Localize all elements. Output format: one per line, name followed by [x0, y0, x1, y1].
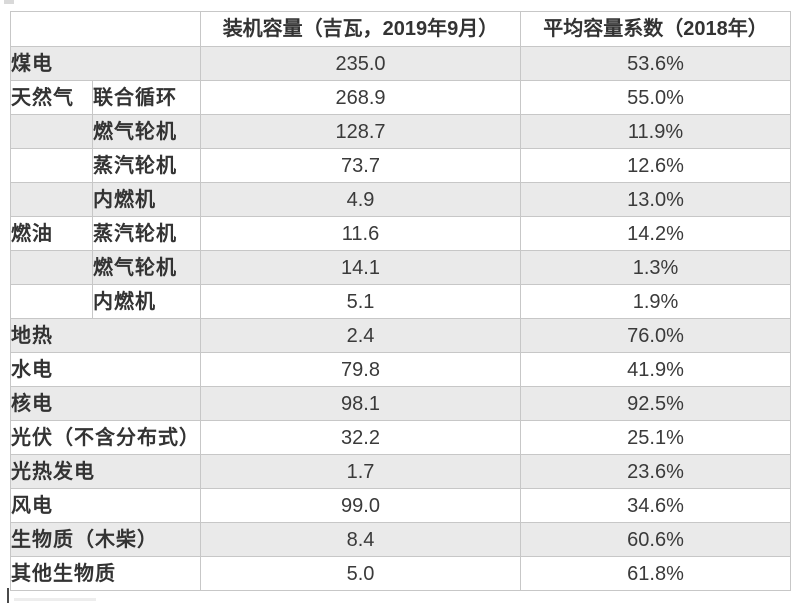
table-row: 其他生物质 5.0 61.8% [10, 556, 791, 591]
factor-value: 53.6% [520, 46, 791, 81]
factor-value: 13.0% [520, 182, 791, 217]
table-row: 天然气 联合循环 268.9 55.0% [10, 80, 791, 115]
factor-value: 41.9% [520, 352, 791, 387]
table-row: 风电 99.0 34.6% [10, 488, 791, 523]
row-label [10, 250, 93, 285]
table-row: 光伏（不含分布式） 32.2 25.1% [10, 420, 791, 455]
table-row: 光热发电 1.7 23.6% [10, 454, 791, 489]
factor-value: 61.8% [520, 556, 791, 591]
row-label: 地热 [10, 318, 201, 353]
table-row: 生物质（木柴） 8.4 60.6% [10, 522, 791, 557]
header-factor: 平均容量系数（2018年） [520, 11, 791, 47]
table-row: 煤电 235.0 53.6% [10, 46, 791, 81]
table-row: 蒸汽轮机 73.7 12.6% [10, 148, 791, 183]
row-sublabel: 内燃机 [92, 284, 201, 319]
factor-value: 23.6% [520, 454, 791, 489]
factor-value: 11.9% [520, 114, 791, 149]
row-label: 水电 [10, 352, 201, 387]
capacity-value: 1.7 [200, 454, 521, 489]
capacity-value: 99.0 [200, 488, 521, 523]
row-label: 生物质（木柴） [10, 522, 201, 557]
table-row: 燃气轮机 128.7 11.9% [10, 114, 791, 149]
header-capacity: 装机容量（吉瓦，2019年9月） [200, 11, 521, 47]
capacity-value: 5.0 [200, 556, 521, 591]
capacity-value: 8.4 [200, 522, 521, 557]
row-sublabel: 蒸汽轮机 [92, 148, 201, 183]
corner-artifact [4, 0, 14, 4]
capacity-value: 235.0 [200, 46, 521, 81]
row-sublabel: 燃气轮机 [92, 114, 201, 149]
capacity-value: 98.1 [200, 386, 521, 421]
factor-value: 1.9% [520, 284, 791, 319]
header-row: 装机容量（吉瓦，2019年9月） 平均容量系数（2018年） [10, 11, 791, 47]
row-sublabel: 联合循环 [92, 80, 201, 115]
factor-value: 34.6% [520, 488, 791, 523]
table-row: 内燃机 5.1 1.9% [10, 284, 791, 319]
capacity-value: 128.7 [200, 114, 521, 149]
header-blank-cell [10, 11, 201, 47]
row-label [10, 114, 93, 149]
row-label [10, 284, 93, 319]
row-label [10, 182, 93, 217]
row-label [10, 148, 93, 183]
row-label: 光热发电 [10, 454, 201, 489]
capacity-value: 79.8 [200, 352, 521, 387]
row-sublabel: 燃气轮机 [92, 250, 201, 285]
capacity-table: 装机容量（吉瓦，2019年9月） 平均容量系数（2018年） 煤电 235.0 … [10, 11, 791, 591]
row-label: 天然气 [10, 80, 93, 115]
capacity-value: 268.9 [200, 80, 521, 115]
capacity-value: 11.6 [200, 216, 521, 251]
table-row: 内燃机 4.9 13.0% [10, 182, 791, 217]
factor-value: 92.5% [520, 386, 791, 421]
capacity-value: 14.1 [200, 250, 521, 285]
factor-value: 76.0% [520, 318, 791, 353]
row-sublabel: 内燃机 [92, 182, 201, 217]
capacity-value: 5.1 [200, 284, 521, 319]
factor-value: 25.1% [520, 420, 791, 455]
row-label: 煤电 [10, 46, 201, 81]
factor-value: 55.0% [520, 80, 791, 115]
row-label: 风电 [10, 488, 201, 523]
row-label: 其他生物质 [10, 556, 201, 591]
row-label: 燃油 [10, 216, 93, 251]
factor-value: 14.2% [520, 216, 791, 251]
row-sublabel: 蒸汽轮机 [92, 216, 201, 251]
capacity-value: 32.2 [200, 420, 521, 455]
capacity-value: 73.7 [200, 148, 521, 183]
capacity-value: 2.4 [200, 318, 521, 353]
factor-value: 1.3% [520, 250, 791, 285]
table-row: 燃气轮机 14.1 1.3% [10, 250, 791, 285]
row-label: 核电 [10, 386, 201, 421]
factor-value: 60.6% [520, 522, 791, 557]
bottom-smudge-artifact [14, 598, 96, 601]
table-row: 地热 2.4 76.0% [10, 318, 791, 353]
table-row: 核电 98.1 92.5% [10, 386, 791, 421]
factor-value: 12.6% [520, 148, 791, 183]
table-row: 燃油 蒸汽轮机 11.6 14.2% [10, 216, 791, 251]
table-row: 水电 79.8 41.9% [10, 352, 791, 387]
text-caret [7, 588, 9, 603]
row-label: 光伏（不含分布式） [10, 420, 201, 455]
capacity-value: 4.9 [200, 182, 521, 217]
